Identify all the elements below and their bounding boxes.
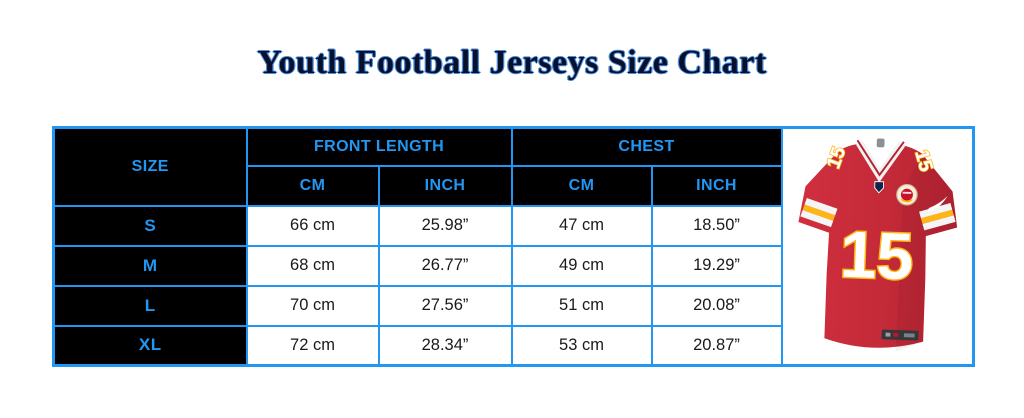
table-row-size-l: L 70 cm 27.56” 51 cm 20.08” bbox=[52, 284, 974, 327]
size-label: M bbox=[52, 244, 248, 287]
subheader-chest-inch: INCH bbox=[650, 164, 783, 207]
swoosh-icon bbox=[927, 195, 948, 212]
size-label: L bbox=[52, 284, 248, 327]
page-title: Youth Football Jerseys Size Chart bbox=[257, 44, 767, 81]
chest-cm-value: 51 cm bbox=[510, 284, 653, 327]
table-row-size-m: M 68 cm 26.77” 49 cm 19.29” bbox=[52, 244, 974, 287]
table-row-size-xl: XL 72 cm 28.34” 53 cm 20.87” bbox=[52, 324, 974, 367]
jersey-collar-trim bbox=[856, 139, 905, 177]
front-length-inch-value: 27.56” bbox=[377, 284, 513, 327]
front-length-cm-value: 72 cm bbox=[245, 324, 380, 367]
jersey-hanger-loop bbox=[876, 138, 885, 147]
chest-cm-value: 49 cm bbox=[510, 244, 653, 287]
front-length-inch-value: 26.77” bbox=[377, 244, 513, 287]
jersey-jock-tag bbox=[881, 329, 919, 340]
column-group-chest: CHEST bbox=[510, 126, 783, 167]
front-length-cm-value: 66 cm bbox=[245, 204, 380, 247]
column-group-front-length: FRONT LENGTH bbox=[245, 126, 513, 167]
chest-cm-value: 47 cm bbox=[510, 204, 653, 247]
nfl-shield-icon bbox=[874, 180, 885, 193]
chest-inch-value: 19.29” bbox=[650, 244, 783, 287]
sleeve-stripes bbox=[800, 197, 956, 230]
front-length-inch-value: 28.34” bbox=[377, 324, 513, 367]
chest-inch-value: 20.87” bbox=[650, 324, 783, 367]
team-patch-icon bbox=[896, 183, 918, 205]
jersey-chest-number: 15 bbox=[839, 216, 915, 293]
size-label: XL bbox=[52, 324, 248, 367]
jersey-image: 15 15 15 bbox=[794, 138, 961, 351]
jersey-image-wrap: 15 15 15 bbox=[783, 130, 973, 364]
subheader-chest-cm: CM bbox=[510, 164, 653, 207]
subheader-front-inch: INCH bbox=[377, 164, 513, 207]
size-label: S bbox=[52, 204, 248, 247]
chest-inch-value: 20.08” bbox=[650, 284, 783, 327]
header-row-units: CM INCH CM INCH bbox=[54, 164, 974, 207]
jersey-product-cell: 15 15 15 bbox=[780, 126, 975, 367]
column-header-size: SIZE bbox=[52, 126, 248, 207]
front-length-cm-value: 70 cm bbox=[245, 284, 380, 327]
chest-inch-value: 18.50” bbox=[650, 204, 783, 247]
table-row-size-s: S 66 cm 25.98” 47 cm 18.50” bbox=[52, 204, 974, 247]
front-length-cm-value: 68 cm bbox=[245, 244, 380, 287]
size-chart-table: SIZE FRONT LENGTH CHEST bbox=[52, 126, 976, 367]
header-row-groups: SIZE FRONT LENGTH CHEST bbox=[52, 126, 975, 367]
front-length-inch-value: 25.98” bbox=[377, 204, 513, 247]
chest-cm-value: 53 cm bbox=[510, 324, 653, 367]
subheader-front-cm: CM bbox=[245, 164, 380, 207]
